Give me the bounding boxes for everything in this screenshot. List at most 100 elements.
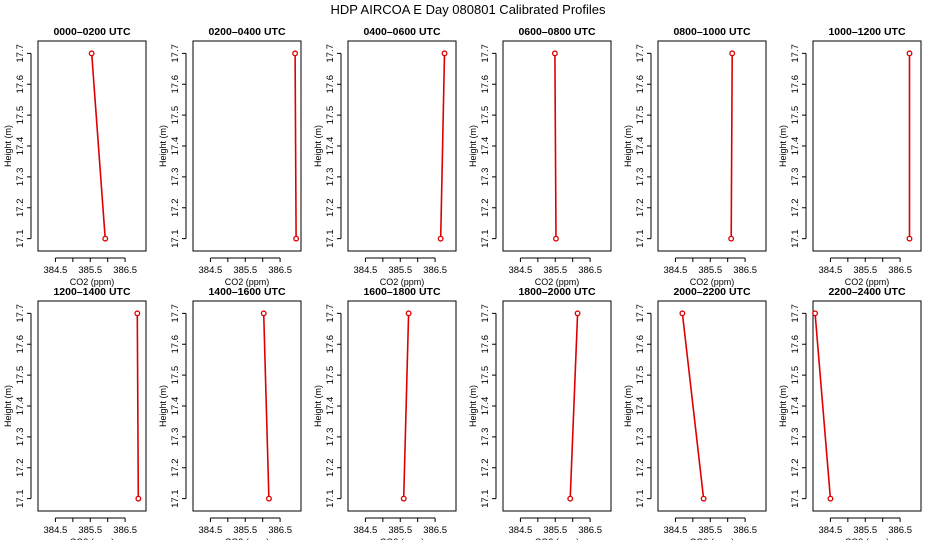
- x-tick-label: 386.5: [578, 525, 602, 536]
- y-tick-label: 17.2: [480, 199, 491, 218]
- x-tick-label: 384.5: [819, 525, 843, 536]
- x-tick-label: 385.5: [698, 525, 722, 536]
- y-tick-label: 17.4: [635, 397, 646, 416]
- x-tick-label: 386.5: [578, 265, 602, 276]
- y-tick-label: 17.2: [170, 459, 181, 478]
- y-tick-label: 17.6: [170, 335, 181, 354]
- data-point: [405, 310, 412, 317]
- profile-line: [814, 313, 832, 499]
- y-tick-label: 17.4: [170, 397, 181, 416]
- y-tick-label: 17.5: [325, 106, 336, 125]
- y-tick-label: 17.7: [790, 304, 801, 323]
- y-tick-label: 17.6: [635, 75, 646, 94]
- profile-line: [569, 313, 579, 499]
- x-tick-label: 386.5: [268, 525, 292, 536]
- y-tick-label: 17.7: [480, 304, 491, 323]
- y-tick-label: 17.7: [790, 44, 801, 63]
- y-tick-label: 17.3: [790, 168, 801, 187]
- profile-line: [730, 53, 734, 239]
- plot-frame: [657, 300, 767, 512]
- y-tick-label: 17.5: [790, 106, 801, 125]
- x-axis-label: CO2 (ppm): [225, 537, 270, 540]
- x-axis-label: CO2 (ppm): [845, 537, 890, 540]
- y-tick-label: 17.5: [635, 106, 646, 125]
- panel-title: 2200–2400 UTC: [828, 286, 905, 298]
- y-tick-label: 17.3: [480, 168, 491, 187]
- x-tick-label: 385.5: [78, 525, 102, 536]
- x-tick-label: 386.5: [888, 525, 912, 536]
- figure-title: HDP AIRCOA E Day 080801 Calibrated Profi…: [330, 2, 606, 17]
- x-axis-label: CO2 (ppm): [690, 277, 735, 287]
- y-tick-label: 17.4: [15, 137, 26, 156]
- x-axis-label: CO2 (ppm): [380, 277, 425, 287]
- y-axis-label: Height (m): [313, 385, 323, 427]
- y-tick-label: 17.5: [170, 366, 181, 385]
- x-tick-label: 384.5: [664, 525, 688, 536]
- data-point: [551, 50, 558, 57]
- x-tick-label: 384.5: [354, 265, 378, 276]
- plot-frame: [812, 40, 922, 252]
- x-axis-label: CO2 (ppm): [535, 277, 580, 287]
- x-tick-label: 385.5: [388, 525, 412, 536]
- x-tick-label: 386.5: [268, 265, 292, 276]
- y-tick-label: 17.7: [15, 304, 26, 323]
- y-tick-label: 17.5: [325, 366, 336, 385]
- y-tick-label: 17.4: [790, 137, 801, 156]
- y-tick-label: 17.2: [480, 459, 491, 478]
- panel-title: 1000–1200 UTC: [828, 26, 905, 38]
- x-tick-label: 385.5: [233, 525, 257, 536]
- y-axis-label: Height (m): [313, 125, 323, 167]
- y-tick-label: 17.3: [325, 428, 336, 447]
- x-tick-label: 385.5: [233, 265, 257, 276]
- x-tick-label: 384.5: [199, 265, 223, 276]
- plot-frame: [657, 40, 767, 252]
- y-tick-label: 17.1: [635, 229, 646, 248]
- data-point: [293, 235, 300, 242]
- y-tick-label: 17.1: [170, 229, 181, 248]
- y-tick-label: 17.7: [635, 44, 646, 63]
- y-tick-label: 17.7: [325, 44, 336, 63]
- data-point: [260, 310, 267, 317]
- y-tick-label: 17.2: [790, 199, 801, 218]
- data-point: [567, 495, 574, 502]
- y-tick-label: 17.1: [325, 489, 336, 508]
- profile-line: [90, 53, 106, 239]
- plot-frame: [37, 40, 147, 252]
- x-tick-label: 386.5: [733, 525, 757, 536]
- y-tick-label: 17.2: [15, 199, 26, 218]
- y-tick-label: 17.2: [325, 199, 336, 218]
- x-tick-label: 386.5: [423, 265, 447, 276]
- y-tick-label: 17.4: [170, 137, 181, 156]
- y-tick-label: 17.4: [790, 397, 801, 416]
- plot-frame: [192, 300, 302, 512]
- y-axis-label: Height (m): [3, 385, 13, 427]
- y-tick-label: 17.7: [15, 44, 26, 63]
- y-tick-label: 17.1: [635, 489, 646, 508]
- plot-frame: [347, 300, 457, 512]
- y-tick-label: 17.1: [480, 489, 491, 508]
- y-tick-label: 17.2: [15, 459, 26, 478]
- panel-title: 1800–2000 UTC: [518, 286, 595, 298]
- plot-frame: [192, 40, 302, 252]
- panel-title: 1600–1800 UTC: [363, 286, 440, 298]
- y-tick-label: 17.4: [480, 137, 491, 156]
- y-tick-label: 17.3: [15, 428, 26, 447]
- y-tick-label: 17.2: [635, 199, 646, 218]
- data-point: [679, 310, 686, 317]
- y-tick-label: 17.5: [635, 366, 646, 385]
- y-tick-label: 17.4: [325, 137, 336, 156]
- x-tick-label: 384.5: [44, 525, 68, 536]
- y-axis-label: Height (m): [158, 385, 168, 427]
- profile-line: [681, 313, 705, 499]
- y-axis-label: Height (m): [623, 385, 633, 427]
- y-axis-label: Height (m): [778, 385, 788, 427]
- data-point: [88, 50, 95, 57]
- data-point: [135, 495, 142, 502]
- x-tick-label: 385.5: [388, 265, 412, 276]
- y-tick-label: 17.7: [635, 304, 646, 323]
